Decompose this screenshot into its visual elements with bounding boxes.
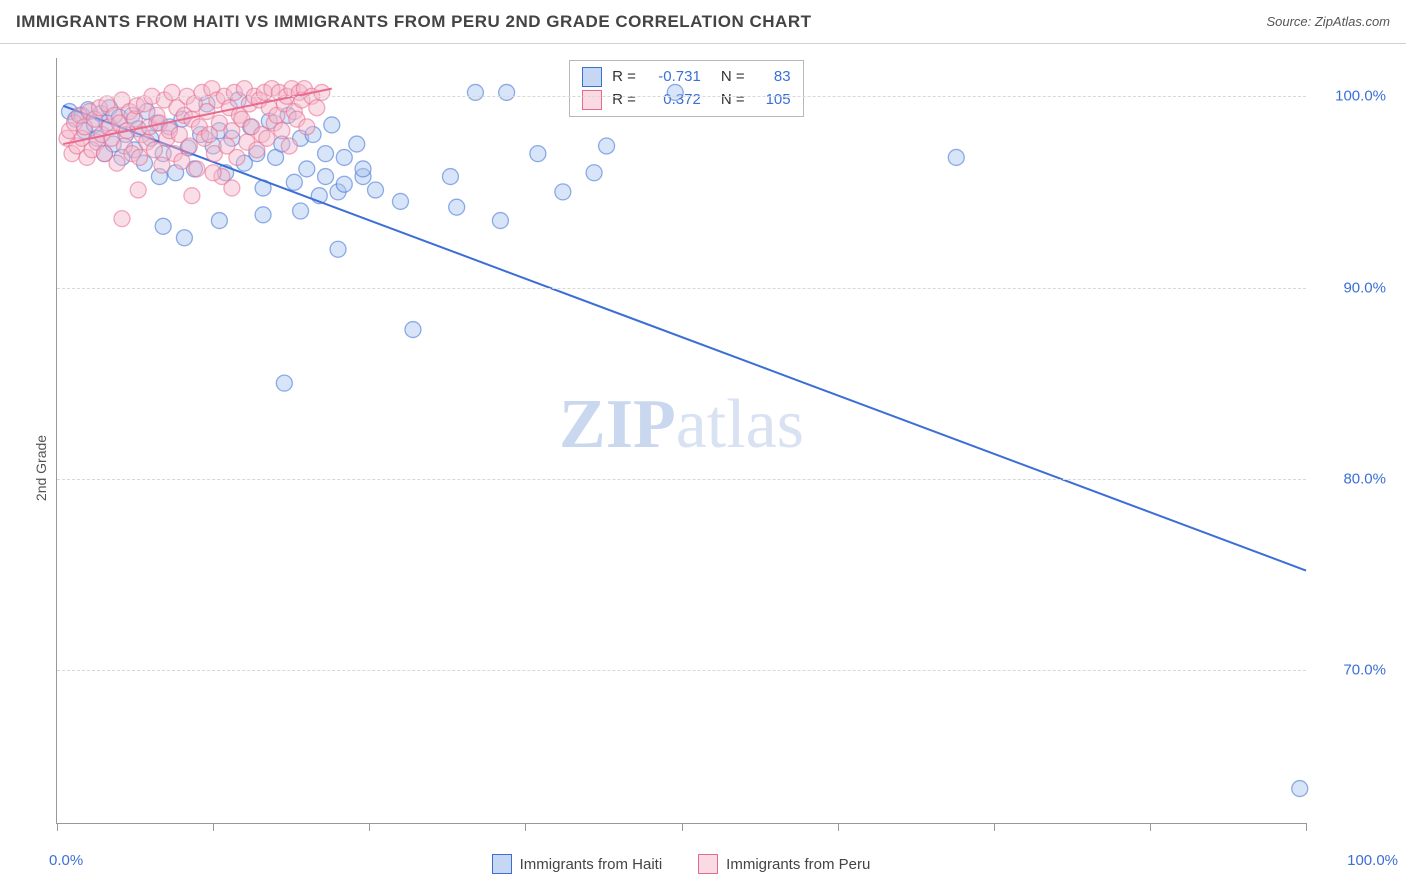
x-tick [369, 823, 370, 831]
data-point [467, 84, 483, 100]
data-point [318, 146, 334, 162]
data-point [667, 84, 683, 100]
x-tick [1150, 823, 1151, 831]
chart-area: 2nd Grade ZIPatlas R =-0.731N =83R =0.37… [0, 44, 1406, 892]
x-tick [994, 823, 995, 831]
data-point [299, 119, 315, 135]
data-point [114, 211, 130, 227]
gridline-h [57, 479, 1306, 480]
x-tick [838, 823, 839, 831]
y-tick-label: 100.0% [1316, 88, 1386, 105]
y-axis-label: 2nd Grade [33, 435, 49, 501]
data-point [299, 161, 315, 177]
data-point [154, 157, 170, 173]
x-tick [213, 823, 214, 831]
title-bar: IMMIGRANTS FROM HAITI VS IMMIGRANTS FROM… [0, 0, 1406, 44]
data-point [324, 117, 340, 133]
data-point [164, 84, 180, 100]
data-point [586, 165, 602, 181]
data-point [109, 155, 125, 171]
bottom-legend-label: Immigrants from Haiti [520, 856, 663, 873]
data-point [276, 375, 292, 391]
data-point [449, 199, 465, 215]
data-point [330, 241, 346, 257]
chart-title: IMMIGRANTS FROM HAITI VS IMMIGRANTS FROM… [16, 12, 812, 32]
gridline-h [57, 288, 1306, 289]
plot-svg [57, 58, 1306, 823]
data-point [131, 149, 147, 165]
data-point [211, 213, 227, 229]
x-tick [525, 823, 526, 831]
legend-swatch [492, 854, 512, 874]
bottom-legend-label: Immigrants from Peru [726, 856, 870, 873]
data-point [392, 193, 408, 209]
x-tick [682, 823, 683, 831]
bottom-legend-item: Immigrants from Peru [698, 854, 870, 874]
bottom-legend-item: Immigrants from Haiti [492, 854, 663, 874]
plot-region: ZIPatlas R =-0.731N =83R =0.372N =105 70… [56, 58, 1306, 824]
data-point [181, 138, 197, 154]
data-point [336, 149, 352, 165]
y-tick-label: 90.0% [1316, 279, 1386, 296]
data-point [599, 138, 615, 154]
data-point [318, 169, 334, 185]
data-point [499, 84, 515, 100]
data-point [492, 213, 508, 229]
data-point [286, 174, 302, 190]
data-point [189, 161, 205, 177]
data-point [368, 182, 384, 198]
data-point [259, 130, 275, 146]
data-point [281, 138, 297, 154]
y-tick-label: 70.0% [1316, 662, 1386, 679]
data-point [176, 230, 192, 246]
trend-line [63, 106, 1306, 571]
data-point [442, 169, 458, 185]
x-tick [57, 823, 58, 831]
x-tick-label-right: 100.0% [1347, 852, 1398, 869]
y-tick-label: 80.0% [1316, 470, 1386, 487]
data-point [274, 123, 290, 139]
source-label: Source: ZipAtlas.com [1266, 14, 1390, 29]
gridline-h [57, 670, 1306, 671]
data-point [146, 142, 162, 158]
bottom-legend: Immigrants from Haiti Immigrants from Per… [56, 854, 1306, 874]
gridline-h [57, 96, 1306, 97]
data-point [405, 322, 421, 338]
data-point [205, 165, 221, 181]
data-point [174, 153, 190, 169]
legend-swatch [698, 854, 718, 874]
data-point [530, 146, 546, 162]
data-point [293, 203, 309, 219]
data-point [130, 182, 146, 198]
data-point [948, 149, 964, 165]
data-point [255, 207, 271, 223]
data-point [555, 184, 571, 200]
data-point [229, 149, 245, 165]
data-point [184, 188, 200, 204]
data-point [224, 180, 240, 196]
data-point [355, 161, 371, 177]
data-point [1292, 781, 1308, 797]
data-point [155, 218, 171, 234]
data-point [349, 136, 365, 152]
x-tick [1306, 823, 1307, 831]
data-point [309, 100, 325, 116]
data-point [336, 176, 352, 192]
